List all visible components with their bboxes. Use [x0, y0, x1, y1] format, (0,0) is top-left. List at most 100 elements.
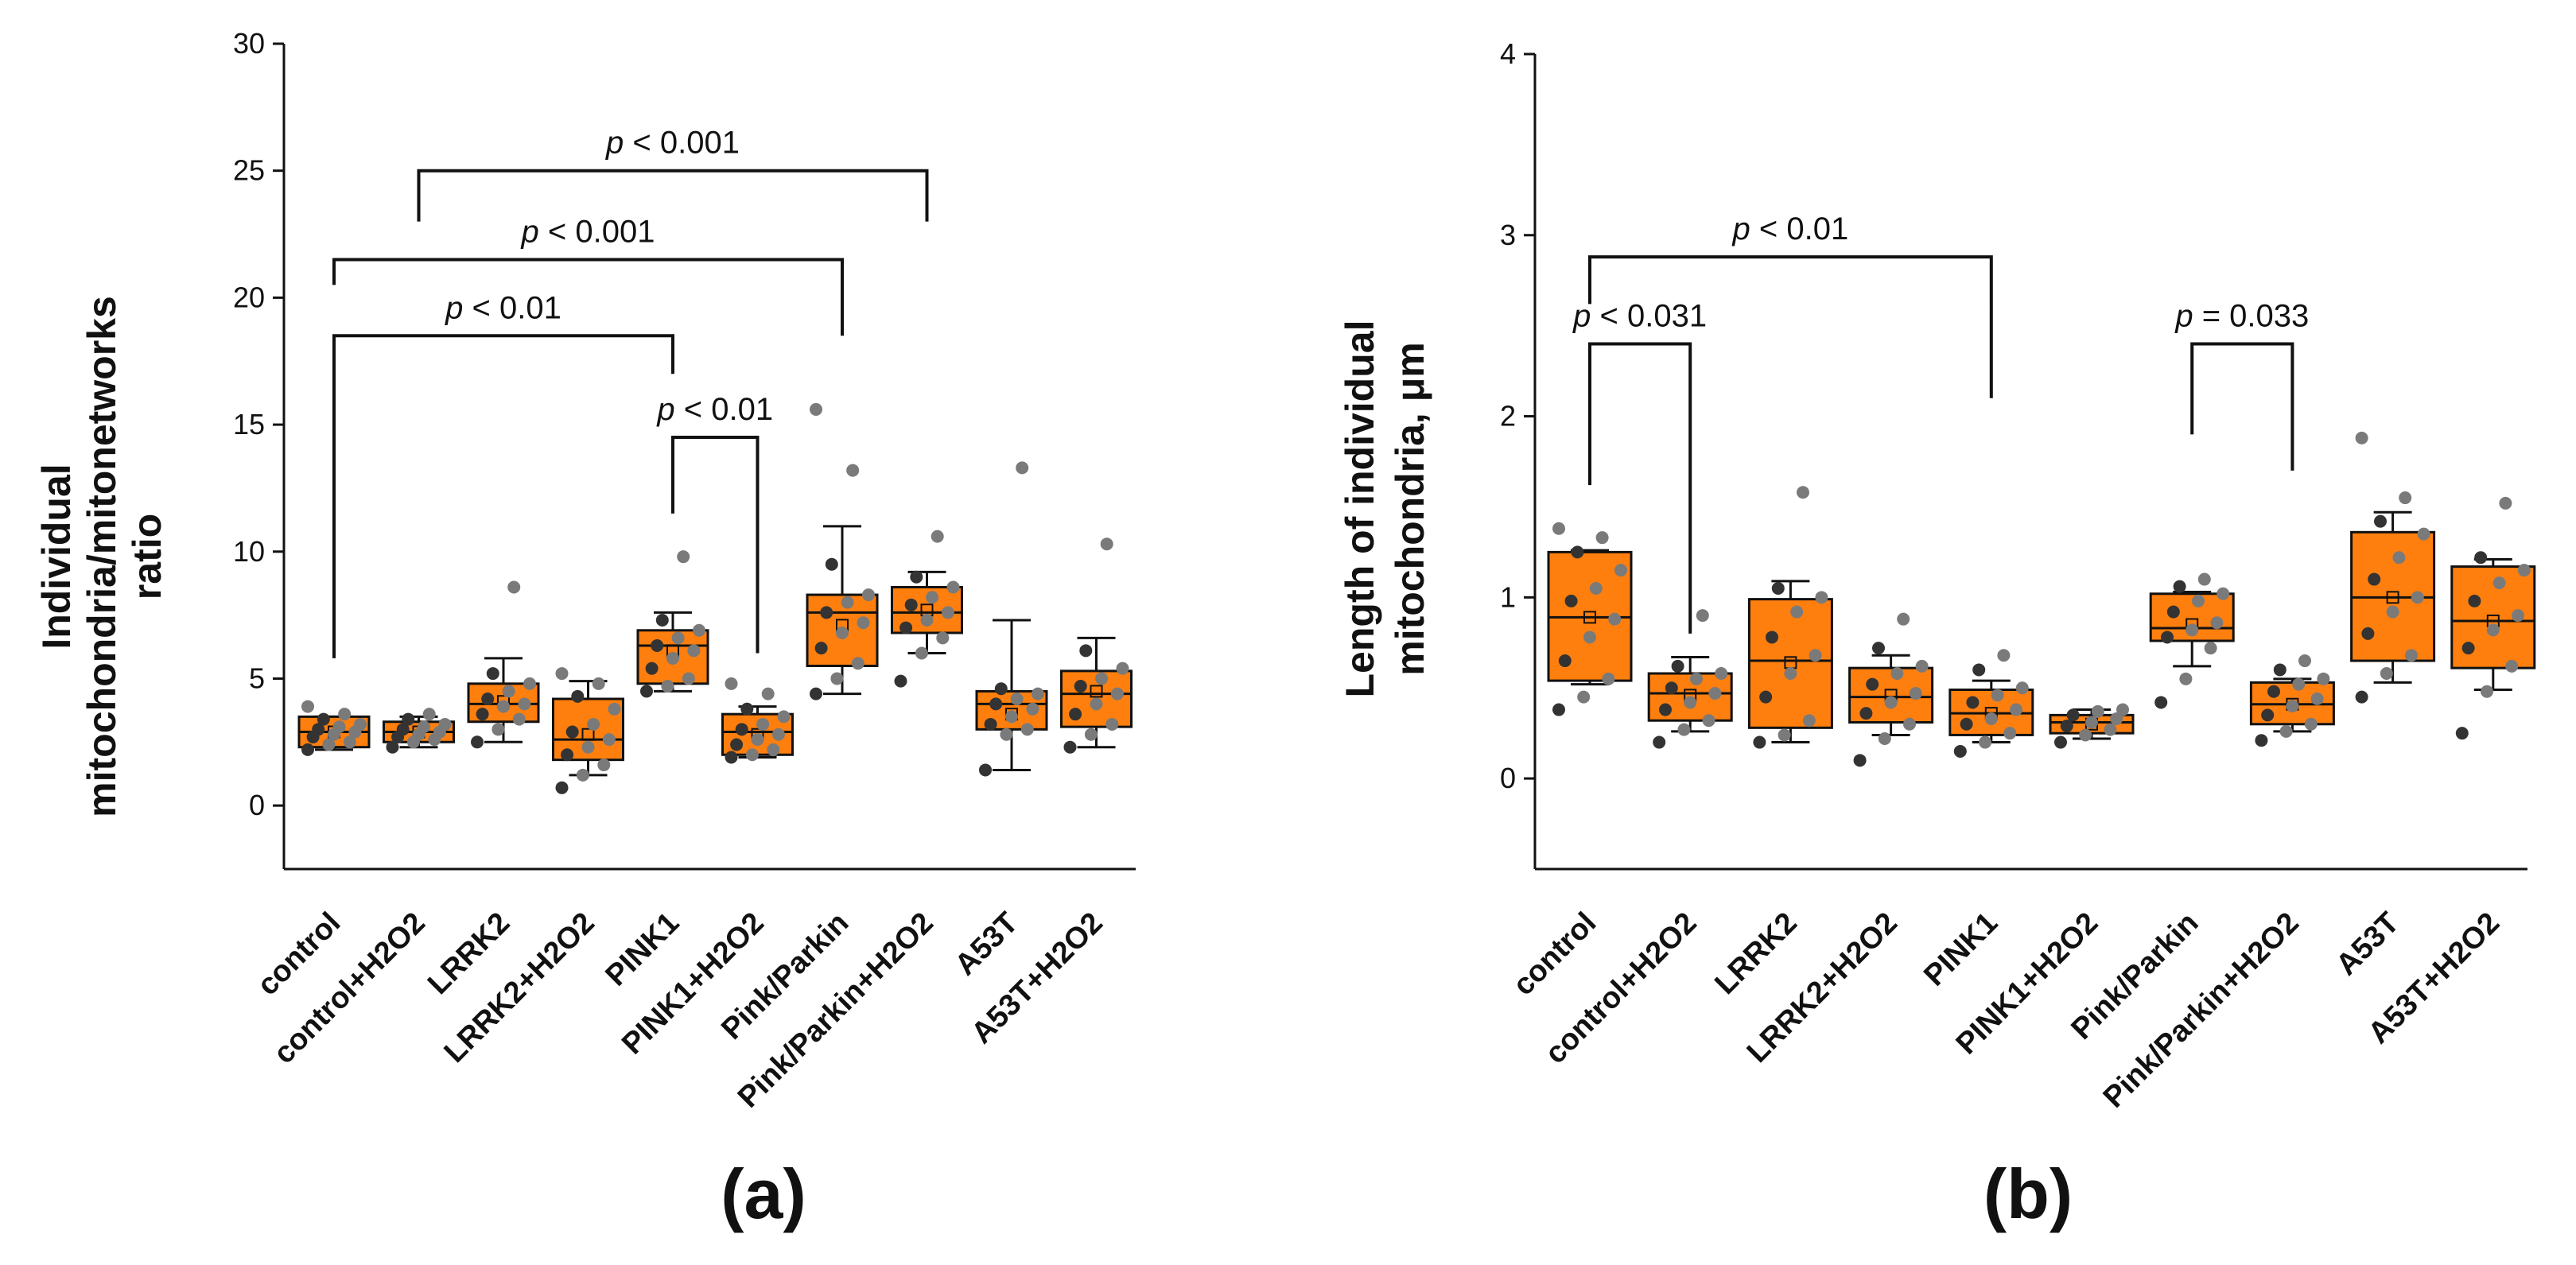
data-point [640, 685, 653, 698]
data-point [2197, 572, 2211, 586]
data-point [418, 720, 431, 734]
data-point [1790, 605, 1804, 619]
data-point [1797, 486, 1809, 499]
data-point [1571, 545, 1584, 559]
data-point [841, 596, 854, 609]
significance-label: p < 0.031 [1572, 298, 1707, 333]
data-point [2499, 496, 2512, 510]
data-point [771, 728, 785, 741]
data-point [2292, 677, 2306, 691]
data-point [1702, 714, 1715, 728]
data-point [830, 672, 844, 685]
y-tick-label: 3 [1500, 219, 1516, 251]
data-point [1032, 687, 1044, 700]
data-point [523, 677, 536, 690]
data-point [2104, 723, 2117, 736]
data-point [2267, 685, 2280, 698]
data-point [1577, 690, 1591, 704]
data-point [1589, 581, 1603, 595]
x-category-label: control [1507, 906, 1603, 1003]
data-point [581, 740, 595, 754]
data-point [1809, 649, 1822, 662]
data-point [1708, 687, 1722, 700]
data-point [1665, 681, 1678, 695]
data-point [989, 697, 1003, 711]
data-point [502, 685, 515, 698]
data-point [2517, 564, 2531, 577]
data-point [810, 687, 822, 700]
data-point [1753, 735, 1766, 749]
panel-label: (b) [1983, 1154, 2073, 1233]
data-point [777, 710, 791, 724]
data-point [608, 702, 621, 716]
data-point [1608, 612, 1622, 626]
significance-bracket [2190, 342, 2294, 471]
data-point [2492, 576, 2506, 590]
data-point [2010, 703, 2022, 716]
data-point [343, 735, 356, 749]
y-tick-label: 30 [233, 27, 265, 60]
data-point [332, 720, 346, 734]
data-point [836, 626, 849, 639]
y-axis-label: mitochondria/mitonetworks [80, 296, 124, 817]
data-point [730, 738, 744, 751]
data-point [920, 614, 934, 627]
data-point [677, 550, 690, 564]
data-point [904, 598, 918, 611]
data-point [2512, 609, 2524, 623]
data-point [2486, 623, 2500, 637]
data-point [2255, 734, 2268, 747]
significance-label: p = 0.033 [2174, 298, 2309, 333]
data-point [597, 759, 611, 772]
data-point [1074, 680, 1087, 693]
y-tick-label: 20 [233, 281, 265, 313]
data-point [2173, 580, 2186, 593]
data-point [2273, 663, 2287, 677]
data-point [312, 723, 325, 736]
data-point [687, 644, 701, 658]
x-category-label: PINK1 [1917, 906, 2004, 993]
data-point [396, 723, 410, 736]
y-tick-label: 0 [1500, 762, 1516, 794]
data-point [565, 725, 579, 739]
data-point [1884, 696, 1898, 709]
data-point [931, 530, 944, 543]
data-point [1859, 707, 1873, 720]
significance-bracket [1588, 255, 1993, 398]
data-point [810, 402, 822, 416]
significance-bracket [332, 334, 674, 658]
data-point [1997, 649, 2011, 662]
data-point [1872, 642, 1885, 655]
data-point [946, 580, 960, 594]
data-point [1100, 537, 1113, 551]
data-point [1771, 581, 1785, 595]
data-point [1684, 696, 1697, 709]
data-point [1026, 702, 1039, 716]
data-point [2374, 514, 2387, 528]
data-point [1897, 612, 1910, 626]
y-tick-label: 15 [233, 408, 265, 440]
data-point [2091, 704, 2104, 718]
significance-bracket [671, 436, 760, 654]
data-point [2015, 681, 2029, 695]
data-point [2161, 631, 2174, 644]
data-point [1802, 714, 1816, 728]
data-point [301, 700, 314, 713]
data-point [862, 588, 875, 602]
data-point [1595, 531, 1609, 545]
chart-panel-b: 0 1 2 3 4 Length of individual mitochondria, μ… [1338, 37, 2536, 1233]
data-point [814, 642, 828, 655]
significance-bracket [1588, 342, 1692, 634]
data-point [994, 682, 1008, 696]
data-point [301, 743, 314, 756]
data-point [1583, 631, 1596, 644]
data-point [1784, 667, 1797, 680]
data-point [555, 667, 569, 681]
data-point [1063, 740, 1077, 754]
data-point [857, 616, 870, 630]
data-point [1552, 703, 1565, 716]
data-point [926, 591, 939, 604]
data-point [745, 748, 759, 762]
data-point [2399, 491, 2412, 505]
data-point [740, 702, 754, 716]
